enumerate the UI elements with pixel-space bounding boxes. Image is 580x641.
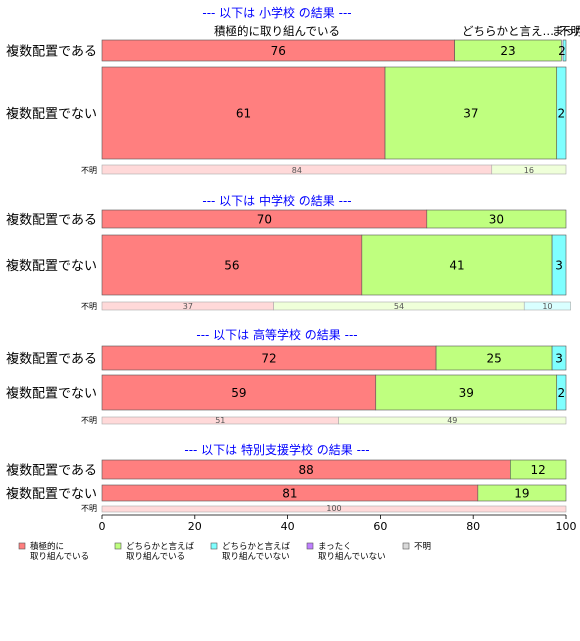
legend-swatch: [18, 542, 26, 550]
x-tick-label: 100: [556, 520, 577, 533]
bar-value-label: 25: [486, 352, 501, 366]
bar-value-label: 19: [514, 487, 529, 501]
row-label: 複数配置である: [6, 212, 97, 228]
unknown-bar-value-label: 37: [183, 302, 193, 311]
bar-segment: [101, 66, 386, 160]
bar-segment: [556, 66, 567, 160]
bar-value-label: 37: [463, 107, 478, 121]
top-annotation: どちらかと言え…: [462, 24, 554, 38]
bar-value-label: 23: [500, 44, 515, 58]
row-label: 複数配置である: [6, 463, 97, 479]
row-label: 複数配置でない: [6, 106, 97, 122]
bar-value-label: 3: [555, 259, 563, 273]
row-label: 複数配置でない: [6, 486, 97, 502]
legend-label: 積極的に: [30, 541, 64, 552]
group-title: --- 以下は 小学校 の結果 ---: [202, 5, 351, 20]
top-annotation: 積極的に取り組んでいる: [214, 24, 340, 38]
top-annotation: まった…: [552, 24, 580, 38]
unknown-row-label: 不明: [81, 416, 97, 425]
legend-label: どちらかと言えば: [222, 541, 291, 552]
unknown-row-label: 不明: [81, 166, 97, 175]
row-label: 複数配置でない: [6, 258, 97, 274]
x-tick-label: 40: [281, 520, 295, 533]
unknown-bar-segment: [338, 416, 567, 425]
legend-label: 取り組んでいない: [318, 551, 386, 562]
row-label: 複数配置でない: [6, 386, 97, 402]
legend-label: まったく: [318, 542, 352, 552]
legend-swatch: [306, 542, 314, 550]
row-label: 複数配置である: [6, 44, 97, 60]
bar-segment: [435, 345, 553, 371]
unknown-bar-value-label: 16: [524, 166, 534, 175]
legend-label: 取り組んでいない: [222, 551, 290, 562]
legend-swatch: [210, 542, 218, 550]
bar-segment: [562, 39, 567, 62]
unknown-bar-value-label: 10: [542, 302, 552, 311]
bar-value-label: 2: [558, 44, 566, 58]
bar-value-label: 76: [271, 44, 286, 58]
unknown-bar-segment: [101, 505, 567, 513]
x-tick-label: 60: [373, 520, 387, 533]
bar-segment: [551, 234, 567, 296]
bar-segment: [101, 234, 363, 296]
bar-segment: [101, 345, 437, 371]
group-title: --- 以下は 特別支援学校 の結果 ---: [184, 442, 369, 457]
bar-value-label: 41: [449, 259, 464, 273]
legend-label: 取り組んでいる: [126, 551, 185, 562]
top-annotation: 不明: [559, 24, 580, 38]
legend-label: どちらかと言えば: [126, 541, 195, 552]
bar-value-label: 39: [459, 386, 474, 400]
group-title: --- 以下は 中学校 の結果 ---: [202, 193, 351, 208]
bar-value-label: 12: [531, 463, 546, 477]
unknown-bar-value-label: 51: [215, 416, 225, 425]
bar-value-label: 88: [299, 463, 314, 477]
legend-label: 不明: [414, 542, 431, 552]
bar-segment: [551, 345, 567, 371]
unknown-bar-segment: [491, 164, 567, 175]
bar-value-label: 72: [261, 352, 276, 366]
bar-segment: [384, 66, 558, 160]
bar-value-label: 81: [282, 487, 297, 501]
bar-segment: [454, 39, 562, 62]
bar-value-label: 30: [489, 213, 504, 227]
bar-value-label: 2: [558, 107, 566, 121]
row-label: 複数配置である: [6, 351, 97, 367]
bar-value-label: 61: [236, 107, 251, 121]
legend-swatch: [114, 542, 122, 550]
bar-segment: [510, 459, 567, 480]
x-tick-label: 20: [188, 520, 202, 533]
x-tick-label: 0: [99, 520, 106, 533]
bar-value-label: 56: [224, 259, 239, 273]
group-title: --- 以下は 高等学校 の結果 ---: [196, 327, 357, 342]
unknown-row-label: 不明: [81, 302, 97, 311]
bar-value-label: 2: [558, 386, 566, 400]
bar-value-label: 3: [555, 352, 563, 366]
unknown-bar-value-label: 54: [394, 302, 404, 311]
legend-swatch: [402, 542, 410, 550]
legend-label: 取り組んでいる: [30, 551, 89, 562]
unknown-bar-segment: [523, 301, 571, 311]
bar-segment: [361, 234, 553, 296]
x-tick-label: 80: [466, 520, 480, 533]
bar-segment: [556, 374, 567, 411]
unknown-bar-value-label: 49: [447, 416, 457, 425]
bar-segment: [477, 484, 567, 502]
unknown-row-label: 不明: [81, 504, 97, 513]
bar-value-label: 59: [231, 386, 246, 400]
bar-segment: [426, 209, 567, 229]
bar-segment: [101, 374, 377, 411]
unknown-bar-value-label: 84: [292, 166, 302, 175]
bar-value-label: 70: [257, 213, 272, 227]
unknown-bar-value-label: 100: [326, 504, 341, 513]
bar-segment: [375, 374, 558, 411]
